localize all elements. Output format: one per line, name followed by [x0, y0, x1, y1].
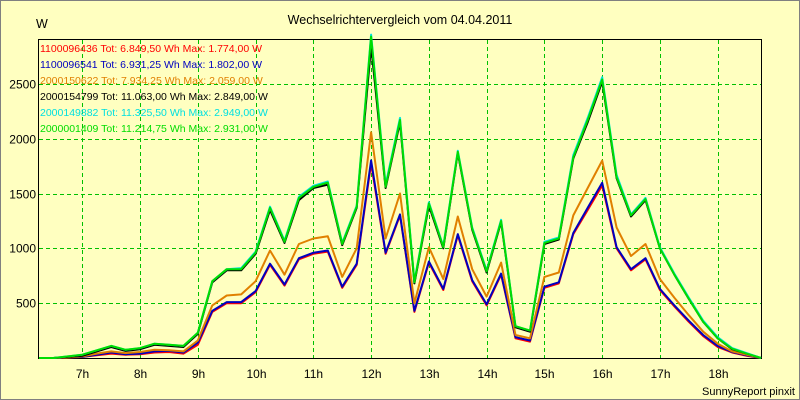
plot-area: [38, 39, 762, 359]
x-tick-label: 18h: [708, 367, 728, 381]
y-tick-label: 2000: [9, 133, 36, 147]
series-line-2000001409: [39, 35, 762, 359]
x-tick-label: 9h: [192, 367, 205, 381]
x-tick-label: 10h: [246, 367, 266, 381]
x-tick-label: 7h: [76, 367, 89, 381]
x-tick-label: 15h: [534, 367, 554, 381]
legend-entry: 2000150622 Tot: 7.934,25 Wh Max: 2.059,0…: [40, 75, 263, 87]
legend-entry: 1100096436 Tot: 6.849,50 Wh Max: 1.774,0…: [40, 43, 263, 55]
x-tick-label: 8h: [134, 367, 147, 381]
legend-entry: 2000154799 Tot: 11.063,00 Wh Max: 2.849,…: [40, 91, 268, 103]
x-tick-labels: 7h 8h 9h 10h 11h 12h 13h 14h 15h 16h 17h 18h: [76, 367, 729, 381]
y-tick-label: 1000: [9, 242, 36, 256]
legend-entry: 2000149882 Tot: 11.325,50 Wh Max: 2.949,…: [40, 107, 268, 119]
legend-entry: 2000001409 Tot: 11.214,75 Wh Max: 2.931,…: [40, 123, 268, 135]
x-tick-label: 17h: [650, 367, 670, 381]
y-tick-label: 2500: [9, 78, 36, 92]
y-axis-label: W: [36, 17, 48, 31]
chart-title: Wechselrichtervergleich vom 04.04.2011: [288, 13, 513, 27]
legend-entry: 1100096541 Tot: 6.931,25 Wh Max: 1.802,0…: [40, 59, 263, 71]
x-tick-label: 14h: [477, 367, 497, 381]
series-lines: [39, 33, 762, 359]
series-line-2000150622: [39, 131, 762, 359]
y-tick-labels: 500 1000 1500 2000 2500: [9, 78, 36, 311]
y-tick-label: 1500: [9, 188, 36, 202]
series-line-1100096541: [39, 159, 762, 359]
x-tick-label: 16h: [592, 367, 612, 381]
grid-lines: [39, 40, 761, 358]
x-tick-label: 11h: [304, 367, 323, 381]
x-tick-label: 13h: [419, 367, 439, 381]
footer-credit: SunnyReport pinxit: [702, 386, 795, 398]
x-tick-label: 12h: [361, 367, 381, 381]
y-tick-label: 500: [16, 297, 36, 311]
legend: 1100096436 Tot: 6.849,50 Wh Max: 1.774,0…: [40, 41, 268, 137]
